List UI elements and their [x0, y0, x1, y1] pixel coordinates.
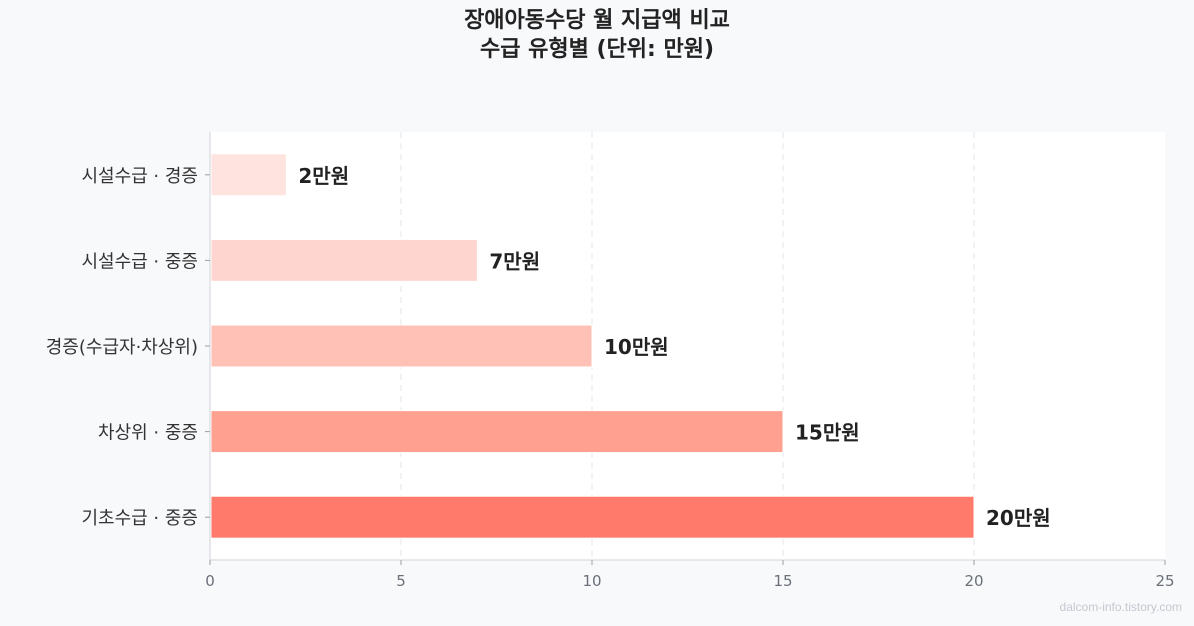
- bar-data-label: 15만원: [795, 421, 860, 445]
- bar: [210, 495, 975, 539]
- bar-data-label: 20만원: [986, 506, 1051, 530]
- bar: [210, 238, 478, 282]
- x-tick-label: 15: [773, 572, 792, 590]
- bars: 2만원 7만원 10만원 15만원 20만원: [210, 153, 1051, 539]
- x-tick-label: 5: [396, 572, 406, 590]
- y-category-label: 기초수급 · 중증: [81, 508, 198, 529]
- grid-lines: [400, 132, 975, 560]
- x-tick-label: 0: [205, 572, 215, 590]
- watermark: dalcom-info.tistory.com: [1059, 600, 1182, 614]
- bar-data-label: 10만원: [604, 335, 669, 359]
- y-category-label: 시설수급 · 중증: [81, 251, 198, 272]
- bar: [210, 324, 593, 368]
- bar-data-label: 7만원: [489, 249, 540, 273]
- x-tick-label: 10: [582, 572, 601, 590]
- chart-title: 장애아동수당 월 지급액 비교: [464, 8, 730, 33]
- bar: [210, 410, 784, 454]
- y-category-label: 차상위 · 중증: [98, 423, 198, 444]
- x-tick-label: 25: [1155, 572, 1174, 590]
- chart-title-block: 장애아동수당 월 지급액 비교 수급 유형별 (단위: 만원): [0, 6, 1194, 64]
- bar-data-label: 2만원: [298, 164, 349, 188]
- y-category-label: 시설수급 · 경증: [81, 166, 198, 187]
- chart-subtitle: 수급 유형별 (단위: 만원): [479, 37, 715, 62]
- bar: [210, 153, 287, 197]
- y-category-label: 경증(수급자·차상위): [46, 337, 198, 358]
- x-tick-label: 20: [964, 572, 983, 590]
